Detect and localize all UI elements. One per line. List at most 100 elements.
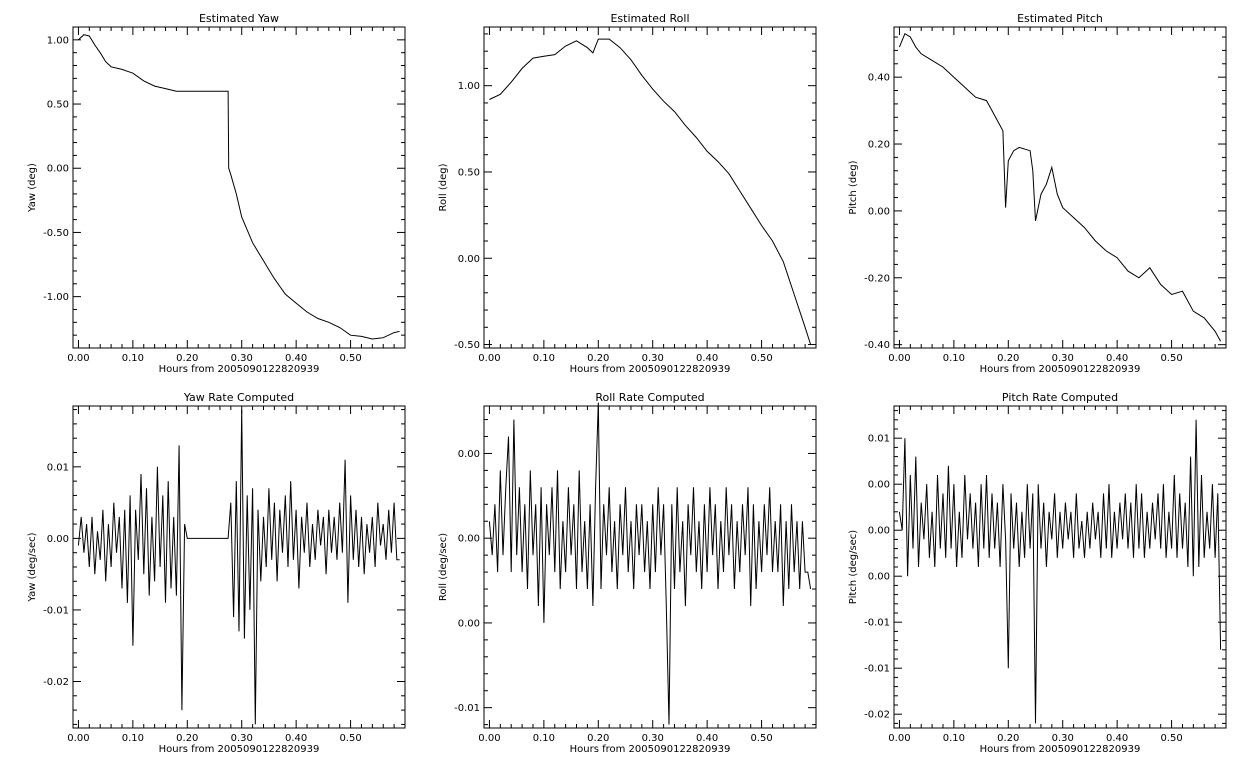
x-axis-label: Hours from 2005090122820939 <box>570 744 731 755</box>
y-tick-label: 0.00 <box>458 618 480 629</box>
x-tick-label: 0.10 <box>122 733 144 744</box>
y-tick-label: 0.01 <box>47 462 69 473</box>
chart-title: Estimated Roll <box>610 12 689 25</box>
chart-panel-3: 0.00 0.10 0.20 0.30 0.40 0.50 0.40 0.20 0.00 -0.2… <box>848 12 1227 375</box>
chart-panel-6: 0.00 0.10 0.20 0.30 0.40 0.50 0.01 0.00 0.00 0.00… <box>848 391 1227 755</box>
y-axis-label: Pitch (deg) <box>848 160 859 214</box>
plot-frame <box>893 405 1227 729</box>
x-tick-label: 0.50 <box>339 353 361 364</box>
x-tick-label: 0.00 <box>67 733 89 744</box>
y-tick-label: 0.50 <box>47 100 69 111</box>
x-axis-label: Hours from 2005090122820939 <box>980 744 1141 755</box>
x-tick-label: 0.30 <box>231 353 253 364</box>
y-tick-label: 1.00 <box>47 35 69 46</box>
y-tick-label: 1.00 <box>458 81 480 92</box>
y-tick-label: -1.00 <box>43 292 69 303</box>
plot-frame <box>893 26 1227 349</box>
plot-frame <box>483 26 817 349</box>
x-tick-label: 0.20 <box>176 353 198 364</box>
data-line-series-1 <box>77 409 400 725</box>
y-tick-label: -0.01 <box>43 605 69 616</box>
x-tick-label: 0.40 <box>285 733 307 744</box>
x-tick-label: 0.30 <box>642 733 664 744</box>
y-tick-label: -0.01 <box>454 703 480 714</box>
x-tick-label: 0.30 <box>231 733 253 744</box>
x-tick-label: 0.00 <box>888 733 910 744</box>
y-tick-label: 0.00 <box>47 164 69 175</box>
chart-title: Yaw Rate Computed <box>183 391 294 404</box>
y-tick-label: -0.50 <box>454 340 480 351</box>
data-line-series-1 <box>78 34 400 340</box>
data-line-series-1 <box>898 419 1222 724</box>
y-axis-label: Roll (deg/sec) <box>438 533 449 601</box>
x-tick-label: 0.10 <box>533 353 555 364</box>
x-tick-label: 0.10 <box>943 733 965 744</box>
x-tick-label: 0.40 <box>1106 733 1128 744</box>
y-tick-label: 0.00 <box>868 572 890 583</box>
x-tick-label: 0.20 <box>176 733 198 744</box>
x-axis-label: Hours from 2005090122820939 <box>570 364 731 375</box>
y-tick-label: 0.00 <box>458 534 480 545</box>
y-tick-label: 0.00 <box>868 480 890 491</box>
x-axis-label: Hours from 2005090122820939 <box>980 364 1141 375</box>
y-axis-label: Yaw (deg) <box>27 163 38 213</box>
x-tick-label: 0.10 <box>122 353 144 364</box>
y-tick-label: 0.40 <box>868 73 890 84</box>
y-tick-label: 0.00 <box>47 534 69 545</box>
x-tick-label: 0.30 <box>1052 733 1074 744</box>
y-tick-label: 0.00 <box>868 206 890 217</box>
y-tick-label: -0.01 <box>864 618 890 629</box>
data-line-series-1 <box>488 402 812 725</box>
x-tick-label: 0.50 <box>1160 733 1182 744</box>
chart-panel-4: 0.00 0.10 0.20 0.30 0.40 0.50 0.01 0.00 -0.01 -0.… <box>27 391 406 755</box>
y-tick-label: -0.20 <box>864 273 890 284</box>
x-tick-label: 0.50 <box>1160 353 1182 364</box>
x-tick-label: 0.50 <box>339 733 361 744</box>
y-tick-label: -0.50 <box>43 228 69 239</box>
chart-panel-2: 0.00 0.10 0.20 0.30 0.40 0.50 1.00 0.50 0.00 -0.5… <box>438 12 817 375</box>
data-line-series-1 <box>898 32 1222 342</box>
y-tick-label: -0.40 <box>864 340 890 351</box>
y-tick-label: 0.00 <box>458 254 480 265</box>
y-tick-label: -0.01 <box>864 664 890 675</box>
y-tick-label: 0.20 <box>868 140 890 151</box>
x-tick-label: 0.00 <box>67 353 89 364</box>
x-tick-label: 0.00 <box>478 353 500 364</box>
chart-title: Pitch Rate Computed <box>1002 391 1118 404</box>
x-tick-label: 0.20 <box>997 353 1019 364</box>
x-axis-label: Hours from 2005090122820939 <box>159 364 320 375</box>
plot-frame <box>483 405 817 729</box>
chart-title: Estimated Pitch <box>1017 12 1103 25</box>
x-tick-label: 0.30 <box>1052 353 1074 364</box>
x-tick-label: 0.20 <box>997 733 1019 744</box>
chart-panel-5: 0.00 0.10 0.20 0.30 0.40 0.50 0.00 0.00 0.00 -0.0… <box>438 391 817 755</box>
chart-title: Roll Rate Computed <box>595 391 704 404</box>
x-tick-label: 0.00 <box>478 733 500 744</box>
y-tick-label: -0.02 <box>864 710 890 721</box>
x-tick-label: 0.40 <box>696 733 718 744</box>
x-tick-label: 0.00 <box>888 353 910 364</box>
chart-title: Estimated Yaw <box>199 12 279 25</box>
x-tick-label: 0.20 <box>587 353 609 364</box>
x-tick-label: 0.40 <box>696 353 718 364</box>
y-tick-label: 0.01 <box>868 434 890 445</box>
x-tick-label: 0.30 <box>642 353 664 364</box>
data-line-series-1 <box>489 38 812 345</box>
x-tick-label: 0.10 <box>943 353 965 364</box>
x-tick-label: 0.40 <box>285 353 307 364</box>
y-axis-label: Roll (deg) <box>438 163 449 211</box>
y-axis-label: Yaw (deg/sec) <box>27 532 38 602</box>
y-tick-label: 0.50 <box>458 167 480 178</box>
x-tick-label: 0.50 <box>750 733 772 744</box>
y-tick-label: -0.02 <box>43 677 69 688</box>
y-tick-label: 0.00 <box>868 526 890 537</box>
x-tick-label: 0.10 <box>533 733 555 744</box>
x-tick-label: 0.50 <box>750 353 772 364</box>
x-tick-label: 0.40 <box>1106 353 1128 364</box>
y-tick-label: 0.00 <box>458 449 480 460</box>
x-axis-label: Hours from 2005090122820939 <box>159 744 320 755</box>
y-axis-label: Pitch (deg/sec) <box>848 530 859 605</box>
plot-frame <box>72 26 406 349</box>
x-tick-label: 0.20 <box>587 733 609 744</box>
